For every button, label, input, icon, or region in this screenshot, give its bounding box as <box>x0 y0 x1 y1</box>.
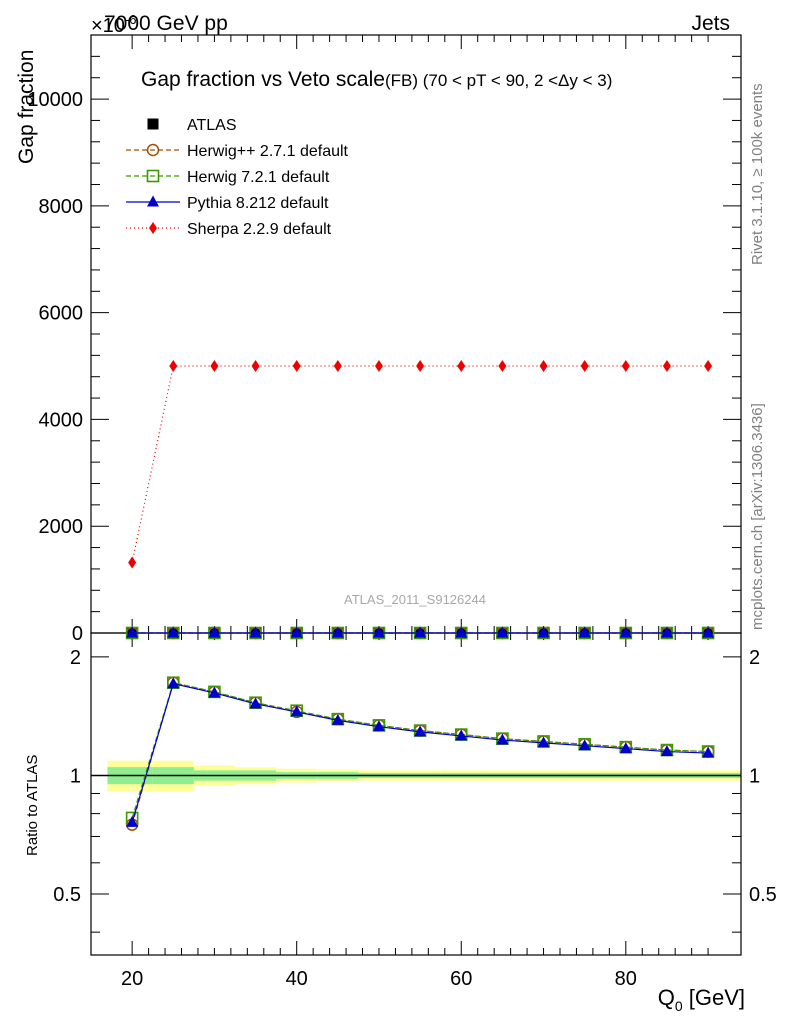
pythia-ratio-point <box>619 742 632 754</box>
sherpa-main-point <box>416 360 425 373</box>
exponent-label: ×10-6 <box>91 12 137 37</box>
pythia-main-point <box>455 626 468 638</box>
pythia-ratio-point <box>208 686 221 698</box>
sherpa-main-point <box>539 360 548 373</box>
legend-marker-sherpa <box>149 222 157 234</box>
pythia-main-point <box>167 626 180 638</box>
x-axis-label-unit: [GeV] <box>683 985 745 1010</box>
x-tick-label: 40 <box>286 968 308 990</box>
analysis-watermark: ATLAS_2011_S9126244 <box>344 592 486 607</box>
pythia-ratio-point <box>660 745 673 757</box>
pythia-ratio-point <box>167 677 180 689</box>
sherpa-main-point <box>128 556 137 569</box>
legend-label-sherpa: Sherpa 2.2.9 default <box>187 221 332 238</box>
x-axis-label-sub: 0 <box>675 998 683 1014</box>
legend-marker-atlas <box>147 118 159 130</box>
herwig-ratio-line <box>131 681 709 825</box>
exponent-power: -6 <box>125 12 137 27</box>
ratio-y-tick-label: 2 <box>70 647 81 669</box>
sherpa-main-point <box>251 360 260 373</box>
x-axis-label: Q0 [GeV] <box>658 985 745 1014</box>
legend-label-pythia: Pythia 8.212 default <box>187 195 329 212</box>
pythia-main-point <box>578 626 591 638</box>
sherpa-main-point <box>457 360 466 373</box>
category-label: Jets <box>691 12 730 35</box>
x-tick-label: 20 <box>121 968 143 990</box>
sherpa-main-point <box>169 360 178 373</box>
ratio-series-group <box>125 676 715 831</box>
pythia-main-point <box>414 626 427 638</box>
pythia-main-point <box>208 626 221 638</box>
x-tick-label: 60 <box>450 968 472 990</box>
sherpa-main-line <box>131 365 709 563</box>
pythia-ratio-point <box>702 746 715 758</box>
ratio-y-tick-label-right: 0.5 <box>749 884 777 906</box>
pythia-ratio-point <box>537 736 550 748</box>
chart-subtitle: (FB) (70 < pT < 90, 2 <Δy < 3) <box>385 71 612 90</box>
pythia-main-point <box>126 626 139 638</box>
sherpa-main-point <box>374 360 383 373</box>
pythia-ratio-point <box>290 705 303 717</box>
sherpa-main-point <box>498 360 507 373</box>
sherpa-main-point <box>621 360 630 373</box>
pythia-main-point <box>702 626 715 638</box>
legend-marker-herwig <box>146 143 160 157</box>
sherpa-main-point <box>333 360 342 373</box>
axis-ticks: 20 40 60 80 0 2000 4000 6000 8000 10000 0.5 0.5 1 1 2 2 <box>27 35 777 990</box>
pythia-main-point <box>537 626 550 638</box>
main-y-tick-label: 10000 <box>27 89 83 111</box>
pythia-main-point <box>372 626 385 638</box>
sherpa-main-point <box>292 360 301 373</box>
sherpa-main-point <box>662 360 671 373</box>
pythia-ratio-point <box>455 729 468 741</box>
main-series-group <box>125 360 715 640</box>
ratio-y-tick-label-right: 1 <box>749 765 760 787</box>
sherpa-main-point <box>210 360 219 373</box>
x-tick-label: 80 <box>615 968 637 990</box>
main-y-tick-label: 2000 <box>39 516 84 538</box>
pythia-main-point <box>290 626 303 638</box>
main-y-tick-label: 0 <box>72 623 83 645</box>
mcplots-label: mcplots.cern.ch [arXiv:1306.3436] <box>749 403 766 630</box>
pythia-ratio-point <box>126 815 139 827</box>
ratio-y-tick-label-right: 2 <box>749 647 760 669</box>
main-y-tick-label: 4000 <box>39 409 84 431</box>
pythia-ratio-point <box>578 739 591 751</box>
legend-label-herwig: Herwig++ 2.7.1 default <box>187 143 349 160</box>
pythia-ratio-point <box>496 733 509 745</box>
pythia-main-point <box>619 626 632 638</box>
pythia-ratio-point <box>372 720 385 732</box>
pythia-ratio-point <box>331 713 344 725</box>
chart-title-main: Gap fraction vs Veto scale <box>141 68 385 91</box>
pythia-ratio-point <box>249 697 262 709</box>
pythia-ratio-point <box>414 725 427 737</box>
main-ylabel: Gap fraction <box>15 50 38 164</box>
pythia-main-point <box>496 626 509 638</box>
sherpa-main-point <box>580 360 589 373</box>
ratio-frame <box>90 632 742 956</box>
ratio-ylabel: Ratio to ATLAS <box>24 755 41 856</box>
legend-label-atlas: ATLAS <box>187 117 237 134</box>
legend: ATLAS Herwig++ 2.7.1 default Herwig 7.2.1 … <box>126 117 349 238</box>
legend-marker-pythia <box>147 195 159 207</box>
chart-title: Gap fraction vs Veto scale(FB) (70 < pT … <box>141 68 612 91</box>
pythia-main-point <box>660 626 673 638</box>
pythia-main-point <box>331 626 344 638</box>
ratio-y-tick-label: 1 <box>70 765 81 787</box>
ratio-y-tick-label: 0.5 <box>53 884 81 906</box>
legend-label-herwig: Herwig 7.2.1 default <box>187 169 330 186</box>
energy-label: 7000 GeV pp <box>104 12 228 35</box>
sherpa-main-point <box>704 360 713 373</box>
main-y-tick-label: 8000 <box>39 196 84 218</box>
rivet-label: Rivet 3.1.10, ≥ 100k events <box>749 83 766 265</box>
legend-marker-herwig <box>146 169 160 183</box>
main-y-tick-label: 6000 <box>39 303 84 325</box>
pythia-main-point <box>249 626 262 638</box>
